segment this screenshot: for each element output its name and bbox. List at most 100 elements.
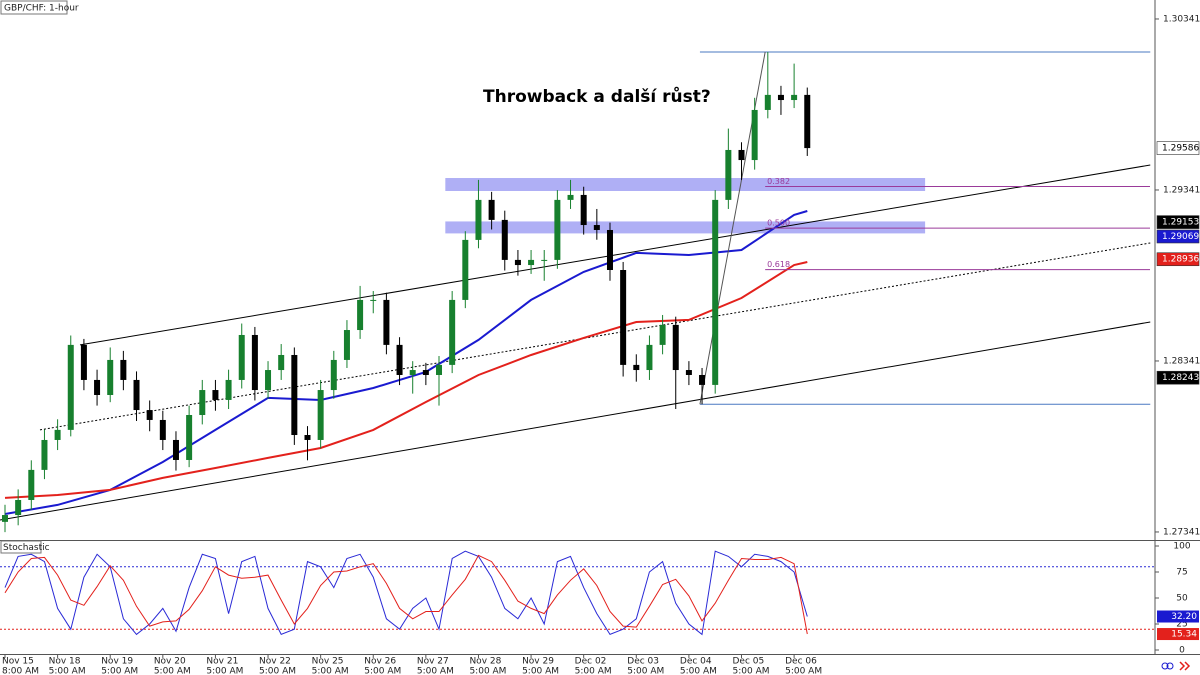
- price-badge-label: 1.29153: [1162, 218, 1199, 228]
- x-tick-time: 5:00 AM: [785, 667, 822, 675]
- candle-body: [712, 199, 719, 385]
- x-tick-label: Nov 21: [206, 657, 238, 667]
- title-box: [0, 0, 68, 15]
- candle-body: [212, 390, 219, 400]
- stochastic-tick-label: 100: [1173, 542, 1190, 552]
- candle-body: [265, 370, 272, 391]
- stochastic-tick-label: 25: [1176, 620, 1187, 630]
- x-tick-time: 5:00 AM: [417, 667, 454, 675]
- annotation: Throwback a další růst?: [483, 85, 711, 107]
- fib-label: 0.382: [767, 177, 790, 186]
- x-tick-time: 5:00 AM: [627, 667, 664, 675]
- x-tick-label: Nov 29: [522, 657, 554, 667]
- candle-body: [567, 194, 574, 200]
- stochastic-title-box: [0, 540, 42, 554]
- x-tick-time: 5:00 AM: [206, 667, 243, 675]
- candle-body: [409, 370, 416, 375]
- candle-body: [330, 359, 337, 391]
- candle-body: [685, 370, 692, 375]
- candle-body: [672, 324, 679, 371]
- candle-body: [528, 259, 535, 266]
- candle-body: [764, 94, 771, 110]
- candle-body: [646, 344, 653, 371]
- candle-body: [317, 390, 324, 440]
- candle-body: [659, 324, 666, 345]
- candle-body: [159, 419, 166, 440]
- stochastic-pane: [0, 550, 1155, 636]
- x-tick-time: 5:00 AM: [575, 667, 612, 675]
- candle-body: [15, 499, 22, 516]
- price-badge-label: 1.28243: [1162, 373, 1199, 383]
- candle-body: [278, 354, 285, 371]
- candle-body: [580, 194, 587, 226]
- chart-title: GBP/CHF: 1-hour: [4, 4, 79, 14]
- stochastic-badge-label: 15.34: [1171, 630, 1197, 640]
- price-badge: [1156, 252, 1200, 267]
- candle-body: [725, 149, 732, 200]
- y-tick-label: 1.29341: [1163, 185, 1200, 195]
- candle-body: [738, 149, 745, 161]
- x-tick-time: 5:00 AM: [469, 667, 506, 675]
- moving-average: [4, 261, 808, 499]
- x-tick-label: Nov 25: [312, 657, 344, 667]
- candle-body: [238, 334, 245, 380]
- candle-body: [94, 379, 101, 395]
- x-tick-label: Nov 27: [417, 657, 449, 667]
- stochastic-badge-label: 32.20: [1171, 612, 1197, 622]
- icon: [1166, 662, 1174, 670]
- candle-body: [291, 354, 298, 436]
- candle-body: [133, 379, 140, 411]
- x-tick-time: 5:00 AM: [49, 667, 86, 675]
- candle-body: [514, 259, 521, 266]
- candle-body: [804, 94, 811, 149]
- candle-body: [791, 94, 798, 101]
- candle-body: [370, 299, 377, 301]
- x-tick-label: Nov 19: [101, 657, 133, 667]
- candle-body: [28, 469, 35, 500]
- x-tick-time: 8:00 AM: [2, 667, 39, 675]
- price-badge: [1156, 215, 1200, 229]
- stochastic-line: [4, 554, 808, 635]
- candle-body: [699, 374, 706, 385]
- price-badge-label: 1.29069: [1162, 232, 1199, 242]
- candle-body: [436, 364, 443, 375]
- candle-body: [396, 344, 403, 375]
- x-tick-time: 5:00 AM: [312, 667, 349, 675]
- x-tick-time: 5:00 AM: [522, 667, 559, 675]
- candle-body: [1, 515, 8, 522]
- candle-body: [304, 435, 311, 440]
- candle-body: [593, 225, 600, 230]
- stochastic-badge: [1157, 610, 1199, 623]
- candle-body: [606, 229, 613, 270]
- price-badge: [1156, 370, 1200, 385]
- price-badge-label: 1.29586: [1162, 144, 1199, 154]
- y-tick-label: 1.28341: [1163, 356, 1200, 366]
- x-tick-label: Dec 04: [680, 657, 712, 667]
- x-tick-label: Nov 22: [259, 657, 291, 667]
- x-tick-label: Dec 06: [785, 657, 817, 667]
- candle-body: [199, 390, 206, 416]
- price-badge: [1156, 229, 1200, 244]
- stochastic-tick-label: 0: [1179, 646, 1185, 656]
- candle-body: [107, 359, 114, 395]
- x-tick-label: Dec 02: [575, 657, 607, 667]
- candle-body: [343, 330, 350, 360]
- trendline: [79, 164, 1151, 346]
- x-tick-time: 5:00 AM: [154, 667, 191, 675]
- candle-body: [541, 259, 548, 261]
- x-tick-label: Dec 05: [733, 657, 765, 667]
- y-tick-label: 1.30341: [1163, 14, 1200, 24]
- x-tick-label: Nov 18: [49, 657, 81, 667]
- y-tick-label: 1.27341: [1163, 527, 1200, 537]
- candle-body: [146, 410, 153, 420]
- candle-body: [120, 359, 127, 380]
- price-badge-label: 1.28936: [1162, 255, 1199, 265]
- candle-body: [633, 364, 640, 371]
- x-tick-label: Dec 03: [627, 657, 659, 667]
- trendline: [0, 321, 1151, 521]
- x-tick-label: Nov 20: [154, 657, 186, 667]
- fib-label: 0.618: [767, 260, 790, 269]
- price-pane: 0.382 0.500 0.618: [0, 51, 1151, 533]
